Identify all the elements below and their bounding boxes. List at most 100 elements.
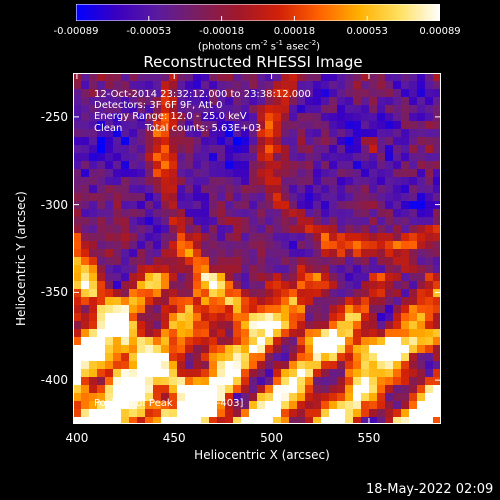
heatmap-cell <box>201 177 209 185</box>
heatmap-cell <box>249 153 257 161</box>
heatmap-cell <box>137 233 145 241</box>
heatmap-cell <box>345 401 353 409</box>
heatmap-cell <box>313 185 321 193</box>
heatmap-cell <box>233 409 241 417</box>
heatmap-cell <box>105 81 113 89</box>
heatmap-cell <box>169 97 177 105</box>
heatmap-cell <box>385 321 393 329</box>
heatmap-cell <box>137 385 145 393</box>
heatmap-cell <box>273 393 281 401</box>
heatmap-cell <box>425 257 433 265</box>
heatmap-cell <box>233 249 241 257</box>
heatmap-cell <box>425 81 433 89</box>
heatmap-cell <box>401 305 409 313</box>
heatmap-cell <box>361 137 369 145</box>
heatmap-cell <box>169 193 177 201</box>
heatmap-cell <box>393 273 401 281</box>
heatmap-cell <box>433 129 441 137</box>
heatmap-cell <box>409 417 417 425</box>
heatmap-cell <box>265 297 273 305</box>
heatmap-cell <box>137 177 145 185</box>
heatmap-cell <box>225 145 233 153</box>
heatmap-cell <box>273 225 281 233</box>
heatmap-cell <box>97 89 105 97</box>
heatmap-cell <box>137 129 145 137</box>
heatmap-cell <box>209 121 217 129</box>
heatmap-cell <box>433 401 441 409</box>
heatmap-cell <box>369 89 377 97</box>
heatmap-cell <box>377 369 385 377</box>
heatmap-cell <box>129 265 137 273</box>
heatmap-cell <box>313 201 321 209</box>
heatmap-cell <box>225 393 233 401</box>
heatmap-cell <box>257 321 265 329</box>
heatmap-cell <box>193 193 201 201</box>
heatmap-cell <box>97 217 105 225</box>
plot-area <box>73 73 441 425</box>
heatmap-cell <box>97 409 105 417</box>
heatmap-cell <box>433 281 441 289</box>
heatmap-cell <box>345 257 353 265</box>
heatmap-cell <box>249 353 257 361</box>
heatmap-cell <box>433 137 441 145</box>
heatmap-cell <box>81 265 89 273</box>
heatmap-cell <box>217 241 225 249</box>
heatmap-cell <box>169 417 177 425</box>
heatmap-cell <box>257 129 265 137</box>
heatmap-cell <box>185 73 193 81</box>
heatmap-cell <box>161 217 169 225</box>
heatmap-cell <box>249 225 257 233</box>
heatmap-cell <box>305 305 313 313</box>
heatmap-cell <box>321 377 329 385</box>
heatmap-cell <box>89 297 97 305</box>
heatmap-cell <box>369 409 377 417</box>
heatmap-cell <box>329 233 337 241</box>
heatmap-cell <box>265 105 273 113</box>
heatmap-cell <box>305 177 313 185</box>
heatmap-cell <box>409 353 417 361</box>
heatmap-cell <box>177 185 185 193</box>
heatmap-cell <box>153 97 161 105</box>
heatmap-cell <box>89 385 97 393</box>
heatmap-cell <box>193 169 201 177</box>
heatmap-cell <box>209 273 217 281</box>
heatmap-cell <box>265 241 273 249</box>
heatmap-cell <box>417 249 425 257</box>
heatmap-cell <box>89 89 97 97</box>
heatmap-cell <box>273 377 281 385</box>
heatmap-cell <box>265 73 273 81</box>
heatmap-cell <box>417 281 425 289</box>
heatmap-cell <box>385 273 393 281</box>
heatmap-cell <box>385 241 393 249</box>
heatmap-cell <box>129 169 137 177</box>
heatmap-cell <box>297 409 305 417</box>
heatmap-cell <box>161 361 169 369</box>
heatmap-cell <box>169 289 177 297</box>
heatmap-cell <box>337 337 345 345</box>
heatmap-cell <box>81 137 89 145</box>
heatmap-cell <box>353 73 361 81</box>
heatmap-cell <box>217 153 225 161</box>
heatmap-cell <box>145 401 153 409</box>
heatmap-cell <box>81 249 89 257</box>
heatmap-cell <box>81 113 89 121</box>
heatmap-cell <box>281 401 289 409</box>
heatmap-cell <box>289 409 297 417</box>
heatmap-cell <box>241 361 249 369</box>
heatmap-cell <box>113 177 121 185</box>
heatmap-cell <box>257 313 265 321</box>
heatmap-cell <box>97 257 105 265</box>
heatmap-cell <box>369 217 377 225</box>
heatmap-cell <box>305 369 313 377</box>
heatmap-cell <box>209 249 217 257</box>
heatmap-cell <box>249 345 257 353</box>
heatmap-cell <box>305 137 313 145</box>
heatmap-cell <box>369 369 377 377</box>
heatmap-cell <box>113 385 121 393</box>
heatmap-cell <box>153 313 161 321</box>
heatmap-cell <box>409 289 417 297</box>
heatmap-cell <box>321 265 329 273</box>
heatmap-cell <box>345 369 353 377</box>
heatmap-cell <box>201 225 209 233</box>
heatmap-cell <box>137 305 145 313</box>
